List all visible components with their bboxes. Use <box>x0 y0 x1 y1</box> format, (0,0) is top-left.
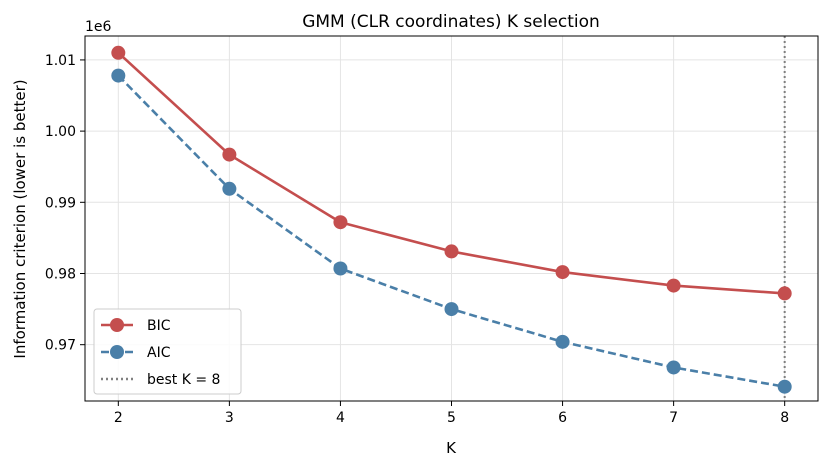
legend-marker <box>110 318 124 332</box>
series-bic <box>111 45 792 301</box>
data-point-aic <box>333 261 348 276</box>
x-axis-ticks: 2 3 4 5 6 7 8 <box>114 401 789 426</box>
series-aic <box>111 68 792 394</box>
data-point-bic <box>555 265 570 280</box>
legend-box <box>93 308 242 395</box>
legend-label: BIC <box>147 318 171 334</box>
y-axis-offset-label: 1e6 <box>85 19 112 35</box>
chart-title: GMM (CLR coordinates) K selection <box>302 12 600 32</box>
data-point-aic <box>444 302 459 317</box>
data-point-aic <box>666 360 681 375</box>
data-point-aic <box>111 68 126 83</box>
y-tick-label: 0.98 <box>45 266 76 282</box>
y-axis-label: Information criterion (lower is better) <box>11 79 29 358</box>
data-point-aic <box>555 334 570 349</box>
data-point-bic <box>444 244 459 259</box>
y-tick-label: 1.01 <box>45 53 76 69</box>
data-point-bic <box>666 278 681 293</box>
x-tick-label: 6 <box>558 410 567 426</box>
data-point-bic <box>777 286 792 301</box>
data-point-bic <box>333 215 348 230</box>
y-axis-ticks: 0.97 0.98 0.99 1.00 1.01 <box>45 53 85 354</box>
legend-marker <box>110 345 124 359</box>
y-tick-label: 0.99 <box>45 195 76 211</box>
legend-label: best K = 8 <box>147 372 220 388</box>
x-tick-label: 4 <box>336 410 345 426</box>
data-point-aic <box>777 379 792 394</box>
x-tick-label: 8 <box>780 410 789 426</box>
x-axis-label: K <box>446 439 457 457</box>
x-tick-label: 2 <box>114 410 123 426</box>
legend-label: AIC <box>147 345 171 361</box>
legend: BIC AIC best K = 8 <box>93 308 242 395</box>
y-tick-label: 1.00 <box>45 124 76 140</box>
y-tick-label: 0.97 <box>45 338 76 354</box>
data-point-bic <box>222 147 237 162</box>
x-tick-label: 5 <box>447 410 456 426</box>
x-tick-label: 7 <box>669 410 678 426</box>
data-point-bic <box>111 45 126 60</box>
series-layer <box>111 45 792 394</box>
data-point-aic <box>222 181 237 196</box>
grid <box>85 36 818 401</box>
x-tick-label: 3 <box>225 410 234 426</box>
